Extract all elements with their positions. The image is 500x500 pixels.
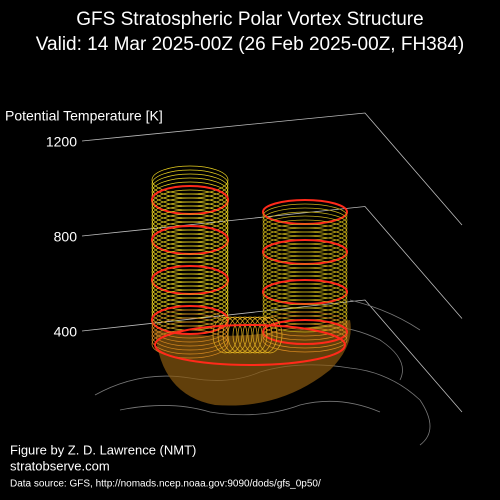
vortex-ring bbox=[151, 325, 229, 355]
z-tick-label: 800 bbox=[54, 229, 78, 245]
vortex-ring bbox=[252, 316, 278, 354]
vortex-ring bbox=[257, 316, 283, 354]
vortex-ring bbox=[217, 316, 243, 354]
vortex-ring bbox=[237, 316, 263, 354]
annotation: Figure by Z. D. Lawrence (NMT) bbox=[10, 442, 196, 457]
vortex-ring bbox=[227, 316, 253, 354]
chart-title: GFS Stratospheric Polar Vortex Structure bbox=[76, 9, 423, 30]
vortex-ring bbox=[154, 324, 346, 366]
vortex-ring bbox=[262, 319, 348, 345]
vortex bbox=[151, 165, 351, 406]
z-tick-label: 1200 bbox=[46, 134, 77, 150]
annotation: Data source: GFS, http://nomads.ncep.noa… bbox=[10, 479, 321, 490]
vortex-ring bbox=[222, 316, 248, 354]
vortex-ring bbox=[262, 315, 348, 341]
vortex-ring bbox=[247, 316, 273, 354]
vortex-ring bbox=[242, 316, 268, 354]
vortex-ring bbox=[151, 313, 229, 343]
vortex-ring bbox=[212, 316, 238, 354]
vortex-ring bbox=[151, 309, 229, 339]
chart-subtitle: Valid: 14 Mar 2025-00Z (26 Feb 2025-00Z,… bbox=[36, 34, 464, 55]
vortex-ring bbox=[262, 323, 348, 349]
grid-line bbox=[81, 299, 463, 413]
annotation: stratobserve.com bbox=[10, 458, 110, 473]
grid-line bbox=[81, 112, 463, 226]
z-tick-label: 400 bbox=[54, 324, 78, 340]
vortex-ring bbox=[262, 311, 348, 337]
z-axis-label: Potential Temperature [K] bbox=[5, 108, 163, 124]
vortex-ring bbox=[232, 316, 258, 354]
